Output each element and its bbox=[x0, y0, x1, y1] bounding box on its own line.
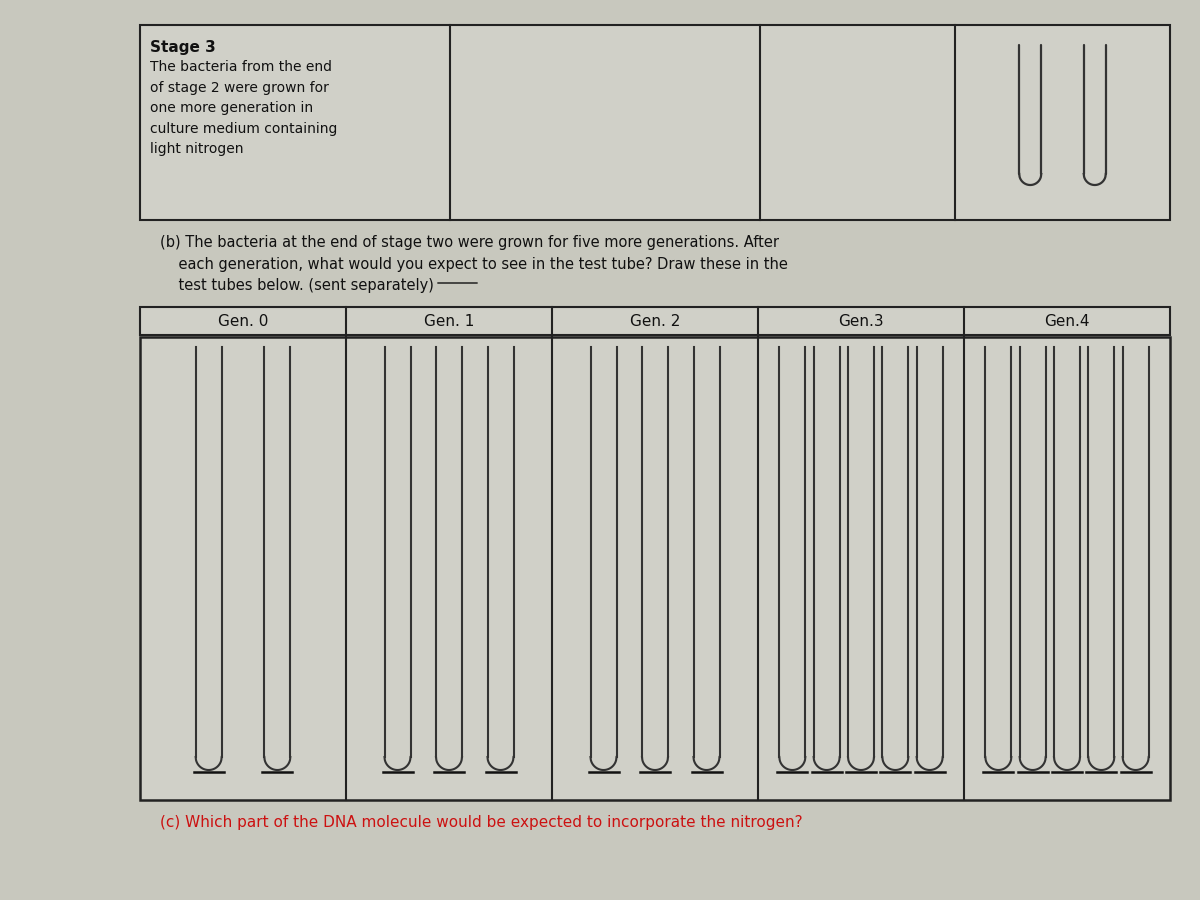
Text: Gen. 0: Gen. 0 bbox=[218, 313, 268, 328]
Text: Gen.4: Gen.4 bbox=[1044, 313, 1090, 328]
Text: Gen. 2: Gen. 2 bbox=[630, 313, 680, 328]
Text: (c) Which part of the DNA molecule would be expected to incorporate the nitrogen: (c) Which part of the DNA molecule would… bbox=[160, 815, 803, 830]
FancyBboxPatch shape bbox=[140, 337, 1170, 800]
Text: (b) The bacteria at the end of stage two were grown for five more generations. A: (b) The bacteria at the end of stage two… bbox=[160, 235, 788, 293]
Text: Stage 3: Stage 3 bbox=[150, 40, 216, 55]
FancyBboxPatch shape bbox=[140, 25, 1170, 220]
Text: Gen.3: Gen.3 bbox=[838, 313, 884, 328]
FancyBboxPatch shape bbox=[140, 307, 1170, 335]
Text: The bacteria from the end
of stage 2 were grown for
one more generation in
cultu: The bacteria from the end of stage 2 wer… bbox=[150, 60, 337, 157]
Text: Gen. 1: Gen. 1 bbox=[424, 313, 474, 328]
